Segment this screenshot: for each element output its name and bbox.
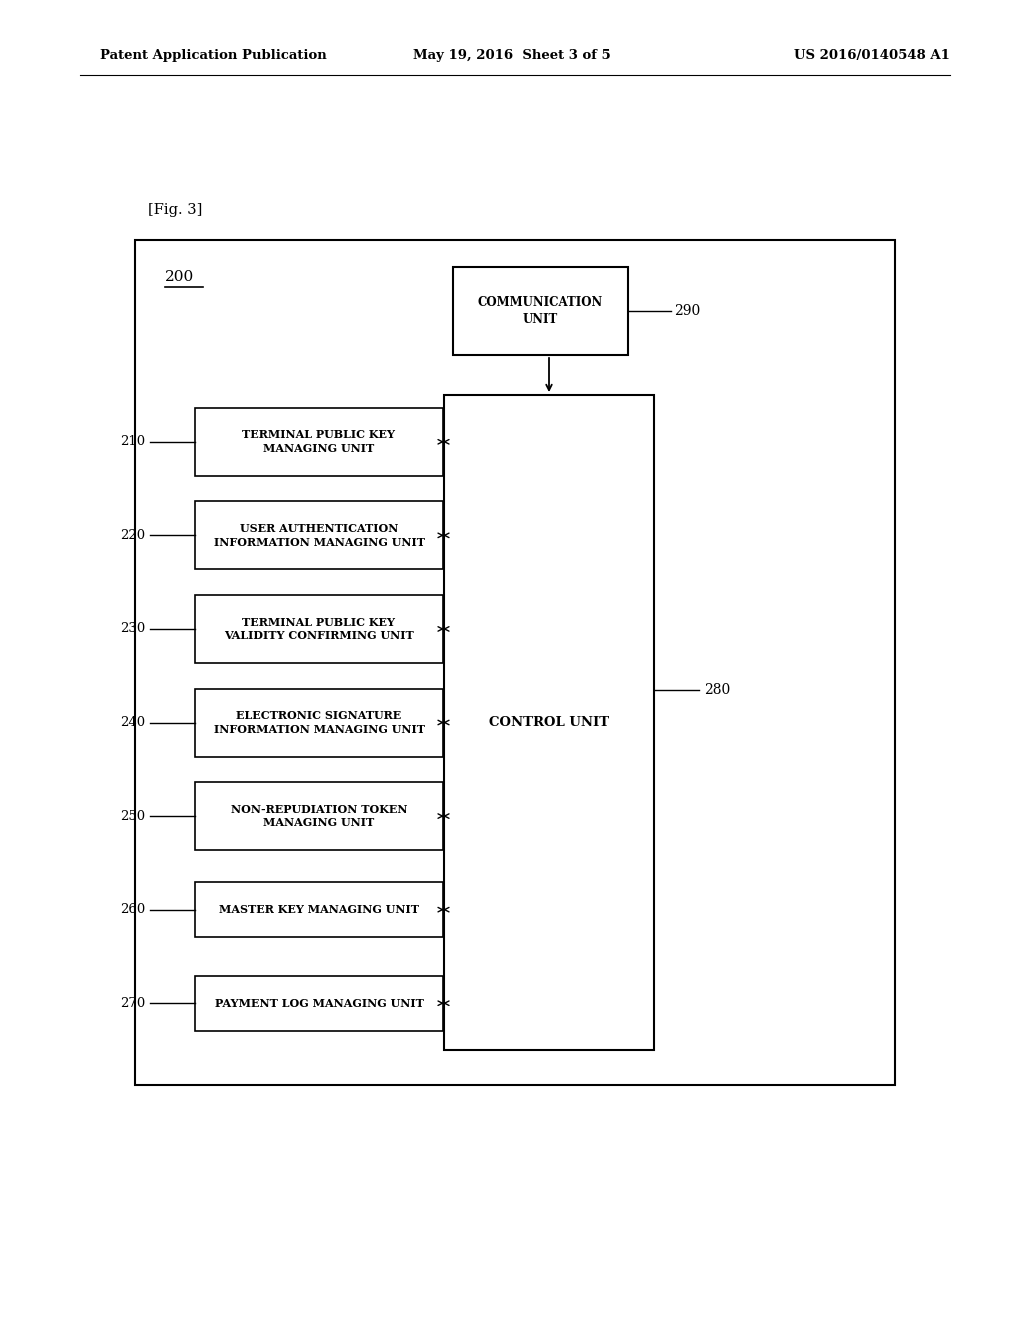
Text: 270: 270 [120,997,145,1010]
Bar [195,975,443,1031]
Text: CONTROL UNIT: CONTROL UNIT [488,715,609,729]
Text: MASTER KEY MANAGING UNIT: MASTER KEY MANAGING UNIT [219,904,419,915]
Text: PAYMENT LOG MANAGING UNIT: PAYMENT LOG MANAGING UNIT [215,998,424,1008]
Text: 230: 230 [120,623,145,635]
Text: 260: 260 [120,903,145,916]
Text: 290: 290 [674,304,700,318]
Bar [195,408,443,475]
Text: [Fig. 3]: [Fig. 3] [148,203,203,216]
Text: 220: 220 [120,529,145,541]
Bar [195,882,443,937]
Bar [195,781,443,850]
Text: 200: 200 [165,271,195,284]
Text: ELECTRONIC SIGNATURE
INFORMATION MANAGING UNIT: ELECTRONIC SIGNATURE INFORMATION MANAGIN… [213,710,425,735]
Text: NON-REPUDIATION TOKEN
MANAGING UNIT: NON-REPUDIATION TOKEN MANAGING UNIT [230,804,408,829]
Bar [444,395,654,1049]
Bar [453,267,628,355]
Text: 250: 250 [120,809,145,822]
Text: USER AUTHENTICATION
INFORMATION MANAGING UNIT: USER AUTHENTICATION INFORMATION MANAGING… [213,523,425,548]
Bar [195,502,443,569]
Text: 240: 240 [120,715,145,729]
Text: TERMINAL PUBLIC KEY
MANAGING UNIT: TERMINAL PUBLIC KEY MANAGING UNIT [243,429,395,454]
Text: US 2016/0140548 A1: US 2016/0140548 A1 [795,49,950,62]
Bar [135,240,895,1085]
Text: Patent Application Publication: Patent Application Publication [100,49,327,62]
Text: May 19, 2016  Sheet 3 of 5: May 19, 2016 Sheet 3 of 5 [413,49,611,62]
Bar [195,689,443,756]
Text: TERMINAL PUBLIC KEY
VALIDITY CONFIRMING UNIT: TERMINAL PUBLIC KEY VALIDITY CONFIRMING … [224,616,414,642]
Text: COMMUNICATION
UNIT: COMMUNICATION UNIT [478,296,603,326]
Text: 280: 280 [705,682,730,697]
Bar [195,595,443,663]
Text: 210: 210 [120,436,145,449]
